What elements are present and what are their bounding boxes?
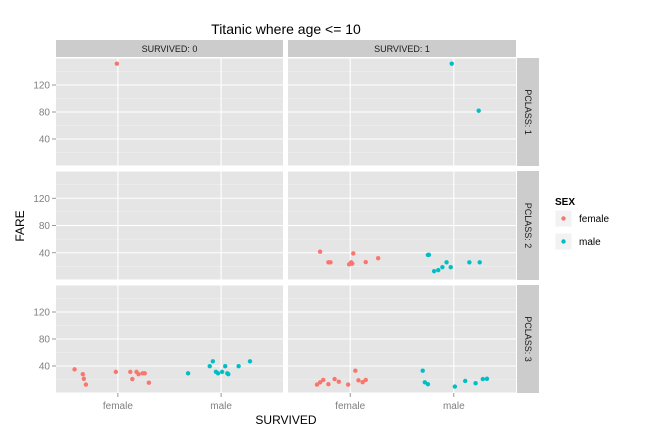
x-tick-label: male [443, 401, 465, 412]
y-tick-label: 80 [39, 108, 51, 119]
facet-grid: SURVIVED: 0 SURVIVED: 1 PCLASS: 1 PCLASS: 2… [33, 40, 539, 412]
row-strip-label: PCLASS: 2 [523, 203, 533, 249]
data-point-male [440, 264, 445, 270]
y-tick-label: 120 [33, 308, 50, 319]
row-strip-label: PCLASS: 3 [523, 316, 533, 362]
y-axis-title: FARE [13, 210, 27, 241]
column-strip [56, 40, 283, 57]
data-point-male [185, 371, 191, 376]
data-point-female [353, 368, 358, 373]
x-tick-label: male [210, 401, 232, 412]
y-tick-label: 40 [39, 362, 51, 373]
data-point-female [128, 369, 133, 375]
data-point-female [356, 378, 361, 383]
legend-label: male [579, 237, 601, 248]
y-tick-label: 80 [39, 335, 51, 346]
data-point-female [375, 256, 381, 261]
data-point-male [247, 359, 253, 364]
y-tick-label: 40 [39, 135, 51, 146]
data-point-female [363, 377, 368, 383]
data-point-male [473, 381, 478, 386]
data-point-female [363, 259, 368, 265]
data-point-female [328, 260, 333, 265]
data-point-male [219, 369, 225, 375]
data-point-female [113, 369, 119, 375]
legend-label: female [579, 214, 609, 225]
y-tick-label: 80 [39, 221, 51, 232]
data-point-male [207, 364, 212, 369]
data-point-female [317, 249, 323, 254]
column-strip [288, 40, 516, 57]
data-point-female [114, 61, 120, 66]
legend-title: SEX [555, 197, 575, 208]
data-point-female [81, 376, 87, 381]
data-point-female [130, 376, 135, 382]
data-point-male [420, 368, 425, 373]
column-strip-label: SURVIVED: 0 [142, 44, 198, 54]
column-strip-label: SURVIVED: 1 [374, 44, 430, 54]
data-point-male [431, 268, 437, 274]
data-point-female [350, 261, 355, 266]
x-tick-label: female [103, 401, 133, 412]
data-point-male [463, 378, 468, 384]
data-point-male [477, 260, 482, 265]
data-point-male [436, 267, 441, 273]
x-axis-title: SURVIVED [255, 413, 316, 427]
data-point-male [476, 108, 481, 113]
data-point-female [345, 382, 351, 387]
data-point-female [314, 382, 320, 387]
legend-key-male [561, 239, 566, 244]
y-tick-label: 40 [39, 248, 51, 259]
data-point-female [360, 379, 365, 385]
y-tick-label: 120 [33, 81, 50, 92]
data-point-female [351, 251, 356, 256]
legend: SEX female male [554, 197, 609, 251]
data-point-female [83, 382, 89, 387]
data-point-male [452, 384, 458, 389]
data-point-female [72, 367, 77, 372]
data-point-male [226, 371, 231, 377]
data-point-female [317, 380, 323, 385]
row-strip [517, 285, 539, 393]
row-strip [517, 58, 539, 166]
data-point-female [146, 380, 152, 385]
data-point-female [142, 371, 147, 376]
data-point-male [480, 376, 486, 382]
row-strip-label: PCLASS: 1 [523, 89, 533, 135]
data-point-female [336, 379, 341, 384]
row-strip [517, 171, 539, 280]
data-point-female [136, 371, 141, 377]
data-point-male [215, 371, 221, 376]
data-point-female [326, 382, 331, 387]
data-point-female [321, 377, 326, 383]
data-point-male [444, 260, 449, 265]
data-point-male [426, 252, 432, 257]
data-point-male [448, 264, 453, 270]
data-point-female [80, 371, 86, 377]
x-tick-label: female [335, 401, 365, 412]
legend-key-female [561, 216, 566, 221]
y-tick-label: 120 [33, 194, 50, 205]
data-point-male [223, 364, 228, 369]
data-point-female [332, 376, 337, 382]
data-point-male [484, 376, 490, 381]
data-point-male [236, 364, 241, 369]
data-point-male [449, 61, 454, 66]
data-point-male [425, 382, 431, 387]
data-point-male [210, 359, 216, 364]
data-point-male [467, 260, 472, 265]
chart-title: Titanic where age <= 10 [211, 21, 361, 37]
